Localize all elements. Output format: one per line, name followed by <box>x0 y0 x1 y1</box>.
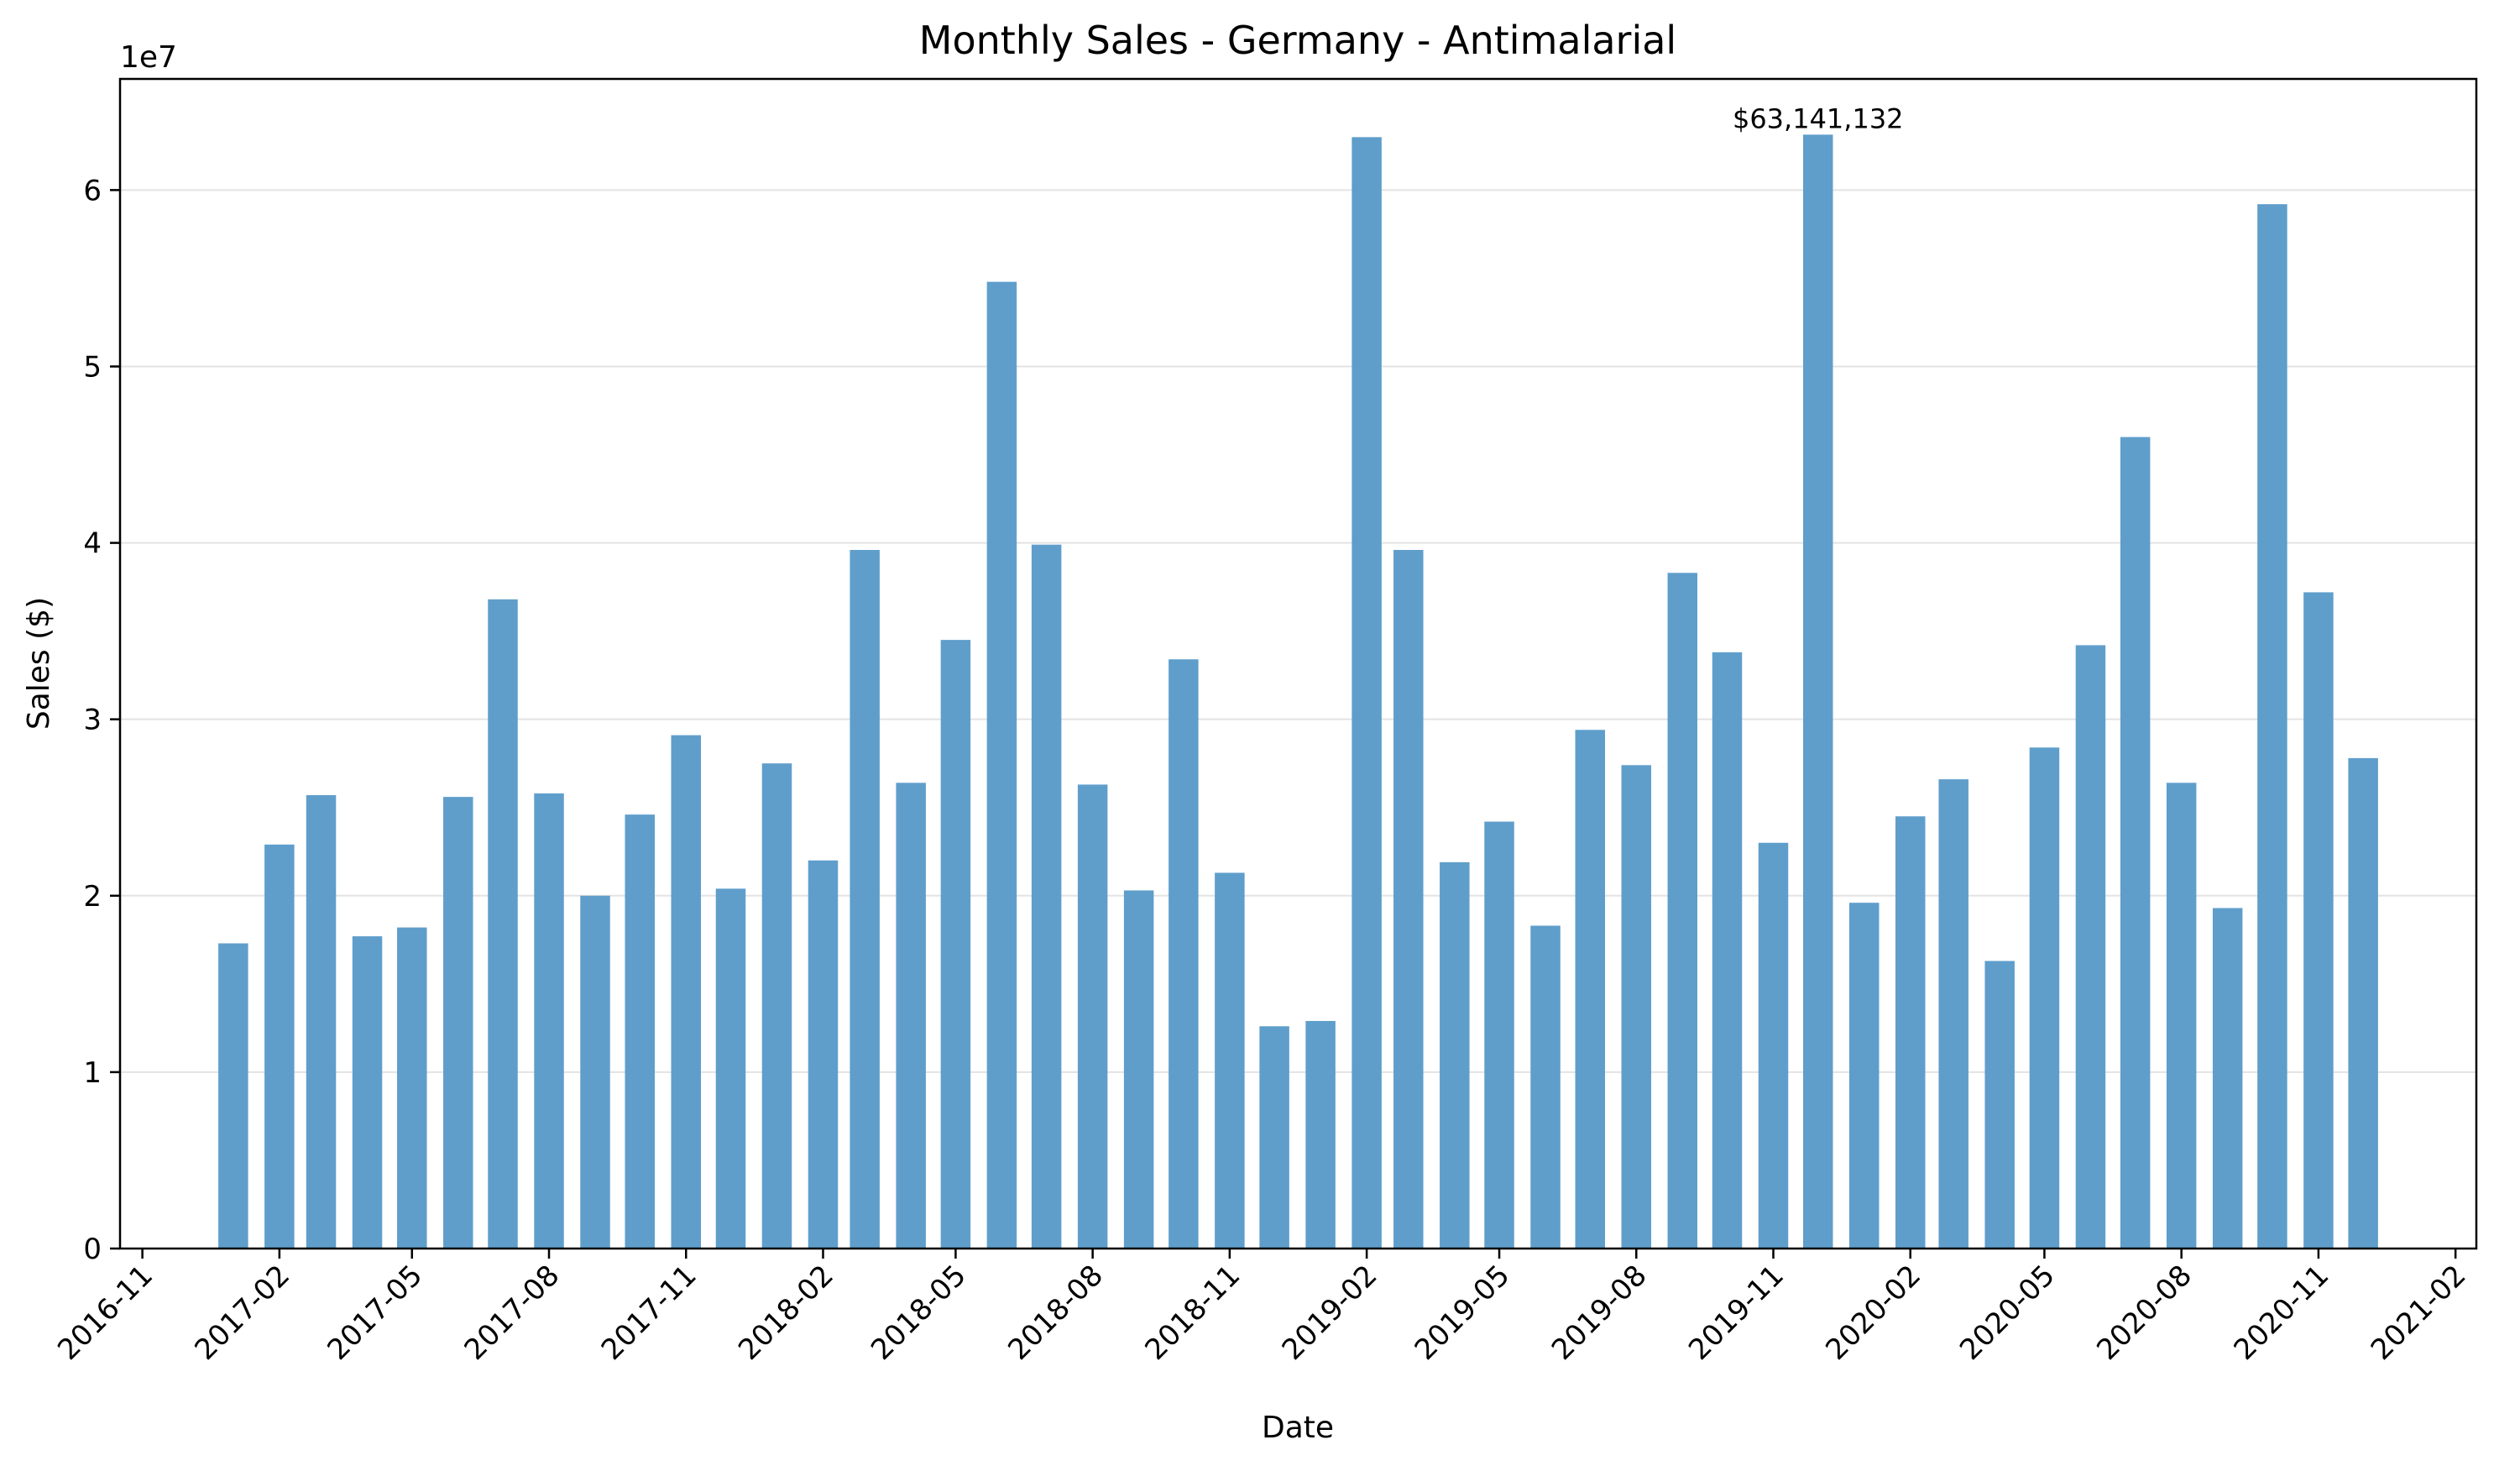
bar <box>715 888 746 1249</box>
bar <box>761 763 792 1249</box>
bar <box>1530 925 1561 1249</box>
data-label: $63,141,132 <box>1733 102 1904 134</box>
bar <box>850 549 880 1249</box>
bar <box>1575 730 1606 1249</box>
bar <box>580 895 610 1249</box>
y-tick-label: 1 <box>83 1056 102 1090</box>
y-tick-label: 2 <box>83 880 102 914</box>
bar <box>986 281 1017 1249</box>
bar <box>264 844 295 1249</box>
bar <box>2212 908 2243 1249</box>
plot-frame <box>118 77 2478 1250</box>
x-axis-label: Date <box>1262 1411 1334 1445</box>
y-tick-label: 4 <box>83 527 102 561</box>
bar <box>2075 645 2106 1249</box>
bar <box>443 797 473 1249</box>
y-tick-label: 6 <box>83 174 102 207</box>
y-tick-label: 5 <box>83 350 102 384</box>
bar <box>352 936 383 1249</box>
y-offset-label: 1e7 <box>120 40 177 75</box>
annotations: $63,141,132 <box>1733 102 1904 134</box>
bar <box>625 814 655 1249</box>
bar <box>1077 784 1108 1249</box>
bar <box>2303 592 2334 1249</box>
bar <box>534 793 564 1249</box>
bar <box>808 860 839 1249</box>
bar <box>488 599 518 1249</box>
y-tick-label: 3 <box>83 704 102 737</box>
bar <box>1938 779 1968 1249</box>
bar <box>1621 765 1652 1249</box>
bar <box>1393 549 1424 1249</box>
bar <box>896 783 926 1249</box>
bar <box>2257 204 2287 1249</box>
bar <box>2166 783 2197 1249</box>
y-tick-label: 0 <box>83 1233 102 1266</box>
bar <box>2348 757 2378 1249</box>
bar <box>1440 861 1470 1249</box>
bar <box>1667 573 1698 1249</box>
bar <box>1803 134 1833 1249</box>
bar <box>218 943 248 1249</box>
bar <box>1305 1020 1336 1249</box>
bar <box>671 735 701 1249</box>
y-axis-label: Sales ($) <box>22 597 56 730</box>
bar <box>1031 544 1062 1249</box>
bar <box>1259 1026 1289 1249</box>
bar <box>940 640 971 1249</box>
bar <box>1712 652 1743 1249</box>
bar <box>1849 903 1880 1249</box>
chart-title: Monthly Sales - Germany - Antimalarial <box>919 18 1676 63</box>
bar <box>2029 747 2060 1249</box>
bar <box>1758 842 1789 1249</box>
bar <box>1215 872 1245 1249</box>
bar <box>1169 659 1199 1249</box>
bar <box>1351 137 1382 1249</box>
bars <box>218 134 2378 1249</box>
bar <box>397 927 427 1249</box>
bar <box>1895 816 1926 1249</box>
bar <box>1123 890 1154 1249</box>
bar <box>1484 821 1514 1249</box>
y-axis: 0 1 2 3 4 5 6 <box>83 174 120 1266</box>
bar <box>1984 961 2015 1249</box>
bar <box>2120 437 2151 1249</box>
bar <box>306 795 337 1249</box>
